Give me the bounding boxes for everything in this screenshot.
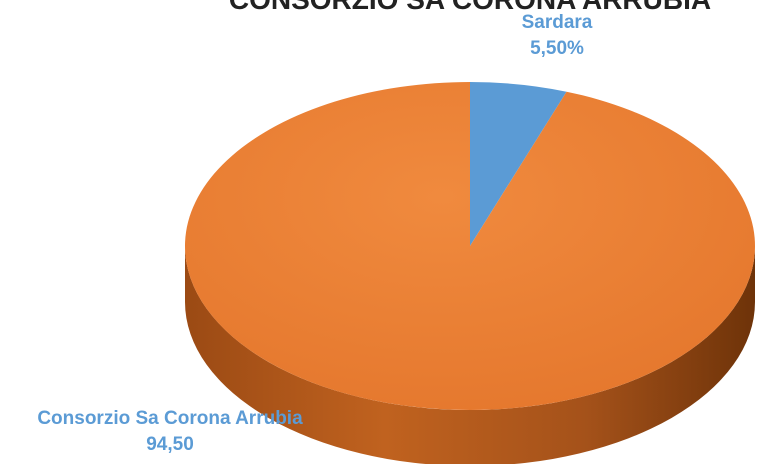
data-label-consorzio-value: 94,50 bbox=[146, 434, 194, 455]
data-label-sardara-name: Sardara bbox=[521, 12, 593, 33]
pie-slice-sardara bbox=[470, 82, 567, 246]
chart-title: CONSORZIO SA CORONA ARRUBIA bbox=[170, 0, 757, 16]
pie-slice-consorzio bbox=[184, 82, 755, 411]
pie-side-wall bbox=[185, 246, 755, 464]
data-label-consorzio: Consorzio Sa Corona Arrubia 94,50 bbox=[0, 406, 340, 458]
data-label-sardara: Sardara 5,50% bbox=[497, 10, 617, 62]
data-label-sardara-value: 5,50% bbox=[530, 38, 584, 59]
data-label-consorzio-name: Consorzio Sa Corona Arrubia bbox=[37, 408, 303, 429]
